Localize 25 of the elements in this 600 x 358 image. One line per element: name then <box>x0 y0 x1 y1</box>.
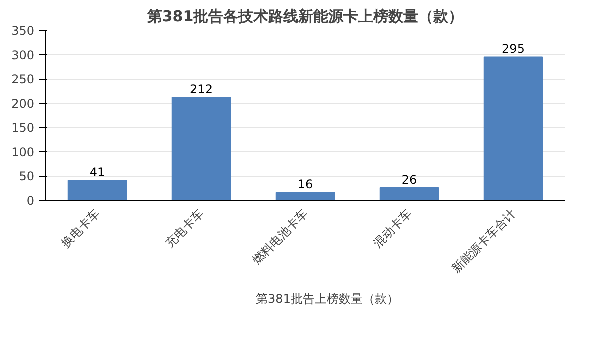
chart-title: 第381批告各技术路线新能源卡上榜数量（款） <box>146 8 464 26</box>
y-tick-label: 150 <box>12 121 34 136</box>
data-label: 26 <box>402 172 418 187</box>
y-tick-label: 100 <box>12 145 34 160</box>
bar <box>276 192 336 200</box>
y-tick-label: 350 <box>12 24 34 38</box>
y-tick-label: 50 <box>19 170 35 184</box>
x-tick-label: 充电卡车 <box>162 206 206 250</box>
x-tick-label: 混动卡车 <box>370 206 414 250</box>
bar <box>484 56 544 200</box>
text: 第381批告上榜数量（款） <box>256 290 399 308</box>
y-tick-label: 0 <box>26 194 35 208</box>
bar <box>380 187 440 200</box>
x-tick-label: 新能源卡车合计 <box>449 206 518 276</box>
data-label: 295 <box>502 42 525 56</box>
bar <box>68 180 128 200</box>
data-label: 16 <box>298 178 314 192</box>
y-tick-label: 200 <box>12 96 34 111</box>
data-label: 41 <box>90 166 106 180</box>
x-tick-label: 换电卡车 <box>58 206 102 250</box>
x-tick-label: 燃料电池卡车 <box>250 206 310 268</box>
data-label: 212 <box>190 82 213 97</box>
bar <box>172 97 232 200</box>
y-tick-label: 250 <box>12 72 34 87</box>
y-tick-label: 300 <box>12 48 34 62</box>
